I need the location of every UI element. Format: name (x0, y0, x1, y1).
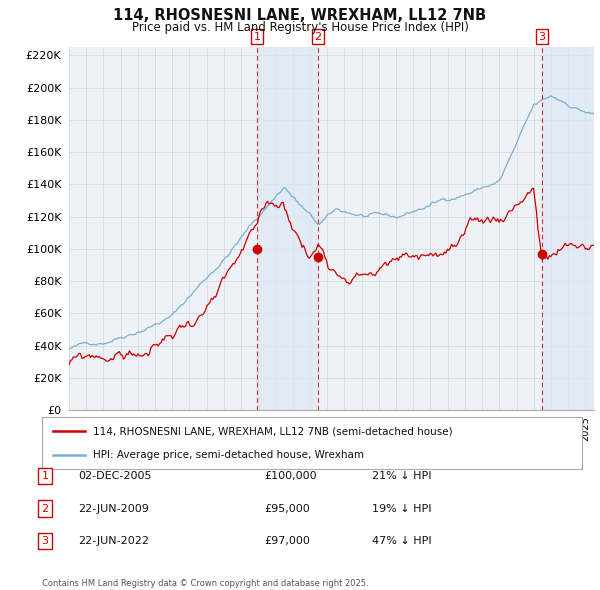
Text: 3: 3 (538, 32, 545, 42)
Text: 2: 2 (41, 504, 49, 513)
Text: 114, RHOSNESNI LANE, WREXHAM, LL12 7NB (semi-detached house): 114, RHOSNESNI LANE, WREXHAM, LL12 7NB (… (94, 426, 453, 436)
Text: 3: 3 (41, 536, 49, 546)
Text: 2: 2 (314, 32, 322, 42)
Text: £95,000: £95,000 (264, 504, 310, 513)
Text: £97,000: £97,000 (264, 536, 310, 546)
Text: 02-DEC-2005: 02-DEC-2005 (78, 471, 151, 481)
Bar (542, 47, 594, 410)
Text: Price paid vs. HM Land Registry's House Price Index (HPI): Price paid vs. HM Land Registry's House … (131, 21, 469, 34)
Text: £100,000: £100,000 (264, 471, 317, 481)
Text: 1: 1 (253, 32, 260, 42)
Text: 114, RHOSNESNI LANE, WREXHAM, LL12 7NB: 114, RHOSNESNI LANE, WREXHAM, LL12 7NB (113, 8, 487, 22)
Text: 22-JUN-2022: 22-JUN-2022 (78, 536, 149, 546)
Text: Contains HM Land Registry data © Crown copyright and database right 2025.
This d: Contains HM Land Registry data © Crown c… (42, 579, 368, 590)
Text: HPI: Average price, semi-detached house, Wrexham: HPI: Average price, semi-detached house,… (94, 450, 364, 460)
Text: 19% ↓ HPI: 19% ↓ HPI (372, 504, 431, 513)
Text: 47% ↓ HPI: 47% ↓ HPI (372, 536, 431, 546)
Bar (257, 47, 318, 410)
Text: 22-JUN-2009: 22-JUN-2009 (78, 504, 149, 513)
Text: 21% ↓ HPI: 21% ↓ HPI (372, 471, 431, 481)
Text: 1: 1 (41, 471, 49, 481)
